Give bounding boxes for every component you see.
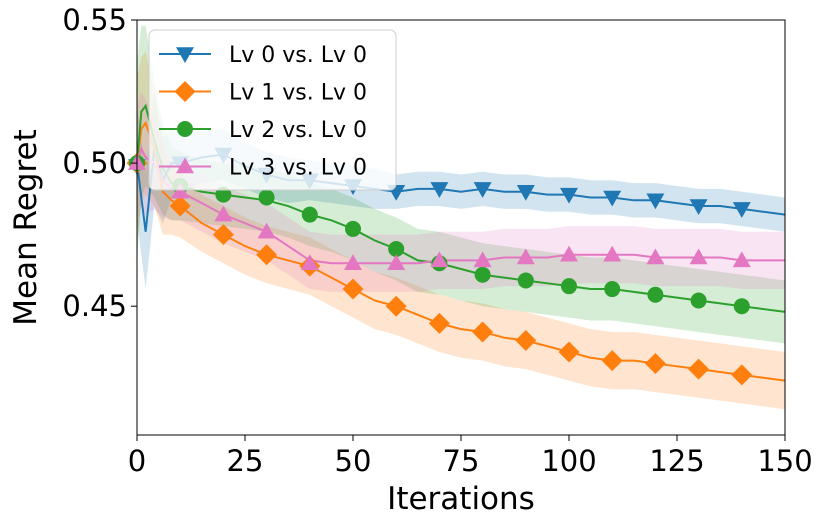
marker-series-1-point-8 xyxy=(472,321,494,343)
marker-series-2-point-11 xyxy=(604,281,621,298)
x-tick-label-5: 125 xyxy=(649,444,704,478)
marker-series-3-point-4 xyxy=(300,254,319,271)
marker-series-1-point-10 xyxy=(558,341,580,363)
y-tick-label-2: 0.55 xyxy=(62,3,127,37)
marker-series-2-point-13 xyxy=(690,292,707,309)
marker-series-1-point-7 xyxy=(428,312,450,334)
band-series-0 xyxy=(137,91,785,290)
marker-series-0-point-11 xyxy=(603,190,622,207)
marker-series-0-point-10 xyxy=(560,187,578,204)
marker-series-1-point-9 xyxy=(515,330,537,352)
legend-label-0: Lv 0 vs. Lv 0 xyxy=(229,43,367,68)
marker-series-1-point-2 xyxy=(212,224,234,246)
legend-marker-1 xyxy=(174,81,196,102)
x-tick-label-4: 100 xyxy=(541,444,596,478)
x-tick-label-0: 0 xyxy=(128,444,146,478)
legend-label-3: Lv 3 vs. Lv 0 xyxy=(229,156,367,181)
marker-series-3-point-10 xyxy=(560,245,578,262)
marker-series-3-point-12 xyxy=(646,248,665,265)
marker-series-1-point-5 xyxy=(342,278,364,300)
x-axis-ticks: 0 25 50 75 100 125 150 xyxy=(128,435,813,478)
marker-series-0-point-9 xyxy=(516,184,535,201)
marker-series-2-point-4 xyxy=(301,206,318,223)
marker-series-2-point-12 xyxy=(647,286,664,303)
legend-marker-0 xyxy=(176,47,194,63)
legend: Lv 0 vs. Lv 0 Lv 1 vs. Lv 0 Lv 2 vs. Lv 0 L… xyxy=(148,29,397,191)
y-tick-label-1: 0.50 xyxy=(62,146,127,180)
band-series-2 xyxy=(137,25,785,344)
x-tick-label-2: 50 xyxy=(335,444,372,478)
marker-series-2-point-14 xyxy=(733,298,750,315)
marker-series-3-point-2 xyxy=(214,205,233,222)
marker-series-1-point-13 xyxy=(688,358,710,380)
marker-series-1-point-14 xyxy=(731,364,753,386)
marker-series-2-point-9 xyxy=(517,272,534,289)
legend-marker-2 xyxy=(177,121,193,137)
y-axis-ticks: 0.45 0.50 0.55 xyxy=(62,3,137,323)
marker-series-3-point-7 xyxy=(430,251,449,268)
marker-series-0-point-14 xyxy=(732,202,751,218)
marker-series-3-point-9 xyxy=(516,248,535,265)
legend-marker-3 xyxy=(176,157,194,174)
y-tick-label-0: 0.45 xyxy=(62,289,127,323)
marker-series-1-point-3 xyxy=(256,244,278,266)
marker-series-3-point-14 xyxy=(732,251,751,268)
band-series-3 xyxy=(137,91,785,292)
marker-series-3-point-8 xyxy=(473,251,492,268)
x-tick-label-3: 75 xyxy=(443,444,480,478)
marker-series-0-point-8 xyxy=(473,182,492,198)
marker-series-2-point-3 xyxy=(258,189,275,206)
x-tick-label-6: 150 xyxy=(757,444,812,478)
marker-series-0-point-7 xyxy=(430,182,449,198)
marker-series-2-point-2 xyxy=(215,186,232,203)
marker-series-1-point-6 xyxy=(385,295,407,317)
marker-series-3-point-11 xyxy=(603,245,622,262)
marker-series-2-point-8 xyxy=(474,266,491,283)
marker-series-3-point-13 xyxy=(689,248,708,265)
marker-series-0-point-12 xyxy=(646,193,665,210)
legend-box xyxy=(148,29,397,191)
marker-series-3-point-6 xyxy=(387,254,406,271)
marker-series-2-point-5 xyxy=(345,220,361,237)
marker-series-3-point-5 xyxy=(344,254,362,271)
y-axis-label: Mean Regret xyxy=(8,129,44,326)
marker-series-1-point-1 xyxy=(169,195,191,217)
legend-label-1: Lv 1 vs. Lv 0 xyxy=(229,81,367,106)
marker-series-2-point-6 xyxy=(388,240,405,257)
marker-series-1-point-11 xyxy=(601,350,623,372)
marker-series-0-point-13 xyxy=(689,199,708,216)
x-axis-label: Iterations xyxy=(387,481,535,517)
marker-series-1-point-12 xyxy=(644,352,666,374)
marker-series-3-point-1 xyxy=(171,182,190,199)
marker-series-3-point-3 xyxy=(257,222,276,239)
marker-series-2-point-10 xyxy=(561,278,577,295)
legend-label-2: Lv 2 vs. Lv 0 xyxy=(229,118,367,143)
x-tick-label-1: 25 xyxy=(227,444,264,478)
